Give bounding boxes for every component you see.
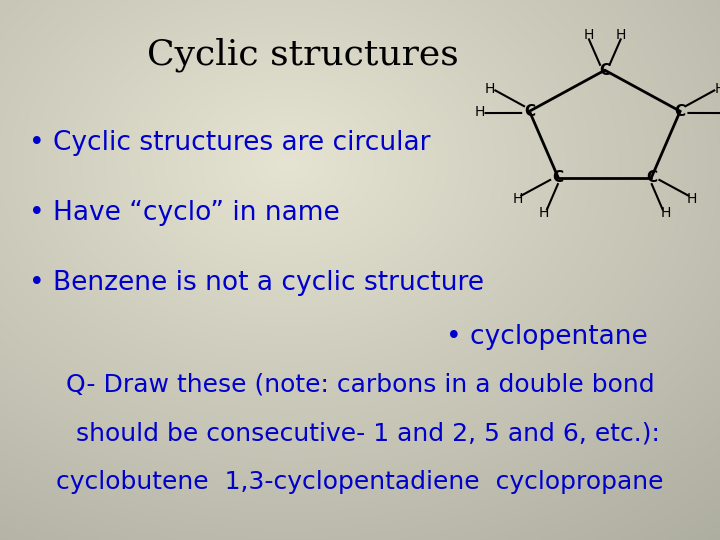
Text: H: H: [584, 28, 594, 42]
Text: H: H: [714, 82, 720, 96]
Text: H: H: [513, 192, 523, 206]
Text: Q- Draw these (note: carbons in a double bond: Q- Draw these (note: carbons in a double…: [66, 373, 654, 396]
Text: H: H: [686, 192, 697, 206]
Text: H: H: [539, 206, 549, 220]
Text: • Cyclic structures are circular: • Cyclic structures are circular: [29, 130, 431, 156]
Text: C: C: [599, 63, 611, 78]
Text: cyclobutene  1,3-cyclopentadiene  cyclopropane: cyclobutene 1,3-cyclopentadiene cyclopro…: [56, 470, 664, 494]
Text: C: C: [524, 104, 535, 119]
Text: H: H: [616, 28, 626, 42]
Text: should be consecutive- 1 and 2, 5 and 6, etc.):: should be consecutive- 1 and 2, 5 and 6,…: [60, 421, 660, 445]
Text: Cyclic structures: Cyclic structures: [147, 38, 458, 72]
Text: • Have “cyclo” in name: • Have “cyclo” in name: [29, 200, 340, 226]
Text: H: H: [661, 206, 671, 220]
Text: C: C: [646, 170, 657, 185]
Text: • cyclopentane: • cyclopentane: [446, 324, 648, 350]
Text: C: C: [675, 104, 685, 119]
Text: • Benzene is not a cyclic structure: • Benzene is not a cyclic structure: [29, 270, 484, 296]
Text: C: C: [553, 170, 564, 185]
Text: H: H: [475, 105, 485, 119]
Text: H: H: [485, 82, 495, 96]
